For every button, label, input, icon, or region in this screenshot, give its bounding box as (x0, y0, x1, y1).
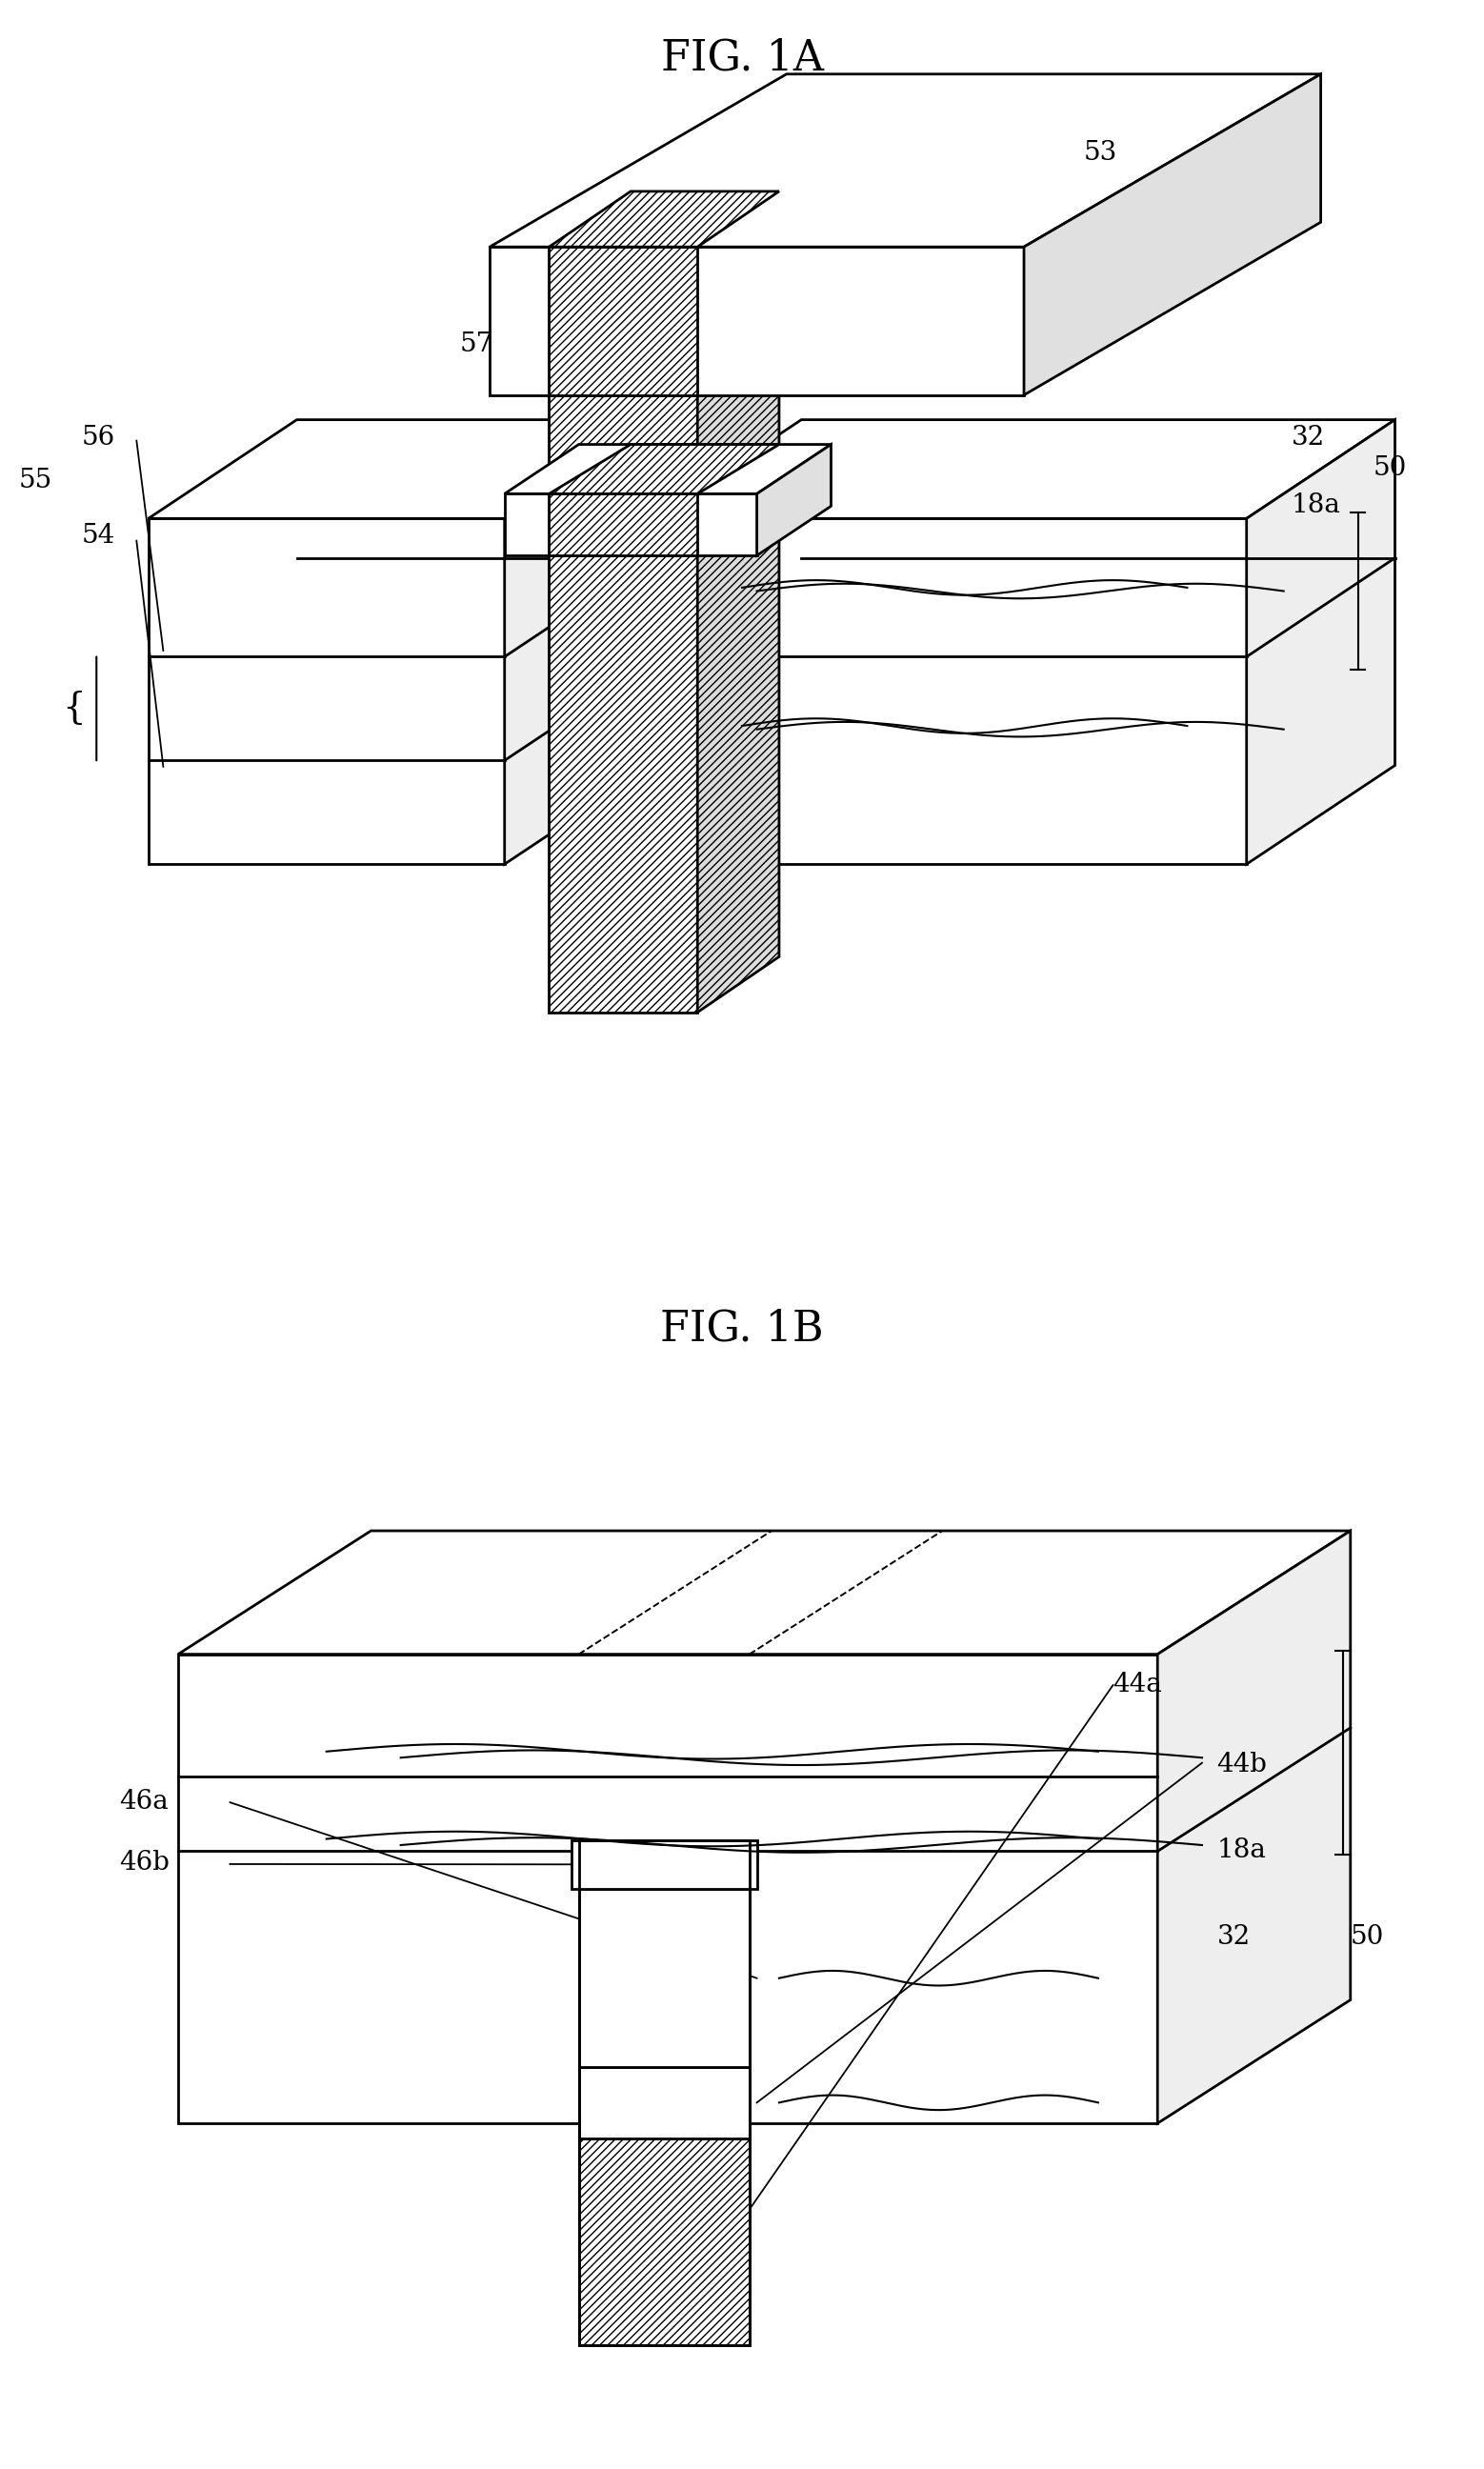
Polygon shape (549, 444, 779, 494)
Polygon shape (505, 444, 831, 494)
Polygon shape (579, 2138, 749, 2346)
Polygon shape (178, 1531, 1350, 1654)
Polygon shape (757, 444, 831, 556)
Polygon shape (653, 518, 1247, 864)
Polygon shape (505, 420, 653, 864)
Text: 57: 57 (460, 331, 494, 358)
Text: FIG. 1B: FIG. 1B (660, 1309, 824, 1351)
Text: 46a: 46a (119, 1788, 168, 1815)
Polygon shape (571, 1839, 757, 1889)
Polygon shape (505, 494, 757, 556)
Text: {: { (62, 691, 86, 726)
Text: FIG. 1A: FIG. 1A (660, 37, 824, 79)
Polygon shape (697, 316, 779, 1012)
Polygon shape (490, 247, 1024, 395)
Polygon shape (549, 494, 697, 556)
Text: 56: 56 (82, 425, 116, 449)
Polygon shape (148, 420, 653, 518)
Text: 44a: 44a (1113, 1672, 1162, 1696)
Text: 53: 53 (1083, 141, 1117, 165)
Polygon shape (1158, 1531, 1350, 2123)
Polygon shape (178, 1654, 1158, 2123)
Text: 18a: 18a (1217, 1837, 1266, 1864)
Polygon shape (579, 2067, 749, 2138)
Text: 46b: 46b (119, 1849, 169, 1876)
Text: 50: 50 (1373, 454, 1407, 481)
Polygon shape (549, 370, 697, 1012)
Text: 18a: 18a (1291, 491, 1340, 518)
Polygon shape (653, 420, 1395, 518)
Polygon shape (148, 518, 505, 864)
Text: 50: 50 (1350, 1923, 1385, 1951)
Text: 32: 32 (1217, 1923, 1251, 1951)
Text: 54: 54 (82, 523, 116, 548)
Polygon shape (579, 1889, 749, 2067)
Text: 55: 55 (18, 467, 52, 494)
Polygon shape (1247, 420, 1395, 864)
Text: 44b: 44b (1217, 1751, 1267, 1778)
Polygon shape (490, 74, 1321, 247)
Polygon shape (549, 247, 697, 395)
Text: 32: 32 (1291, 425, 1325, 449)
Polygon shape (549, 193, 779, 247)
Polygon shape (1024, 74, 1321, 395)
